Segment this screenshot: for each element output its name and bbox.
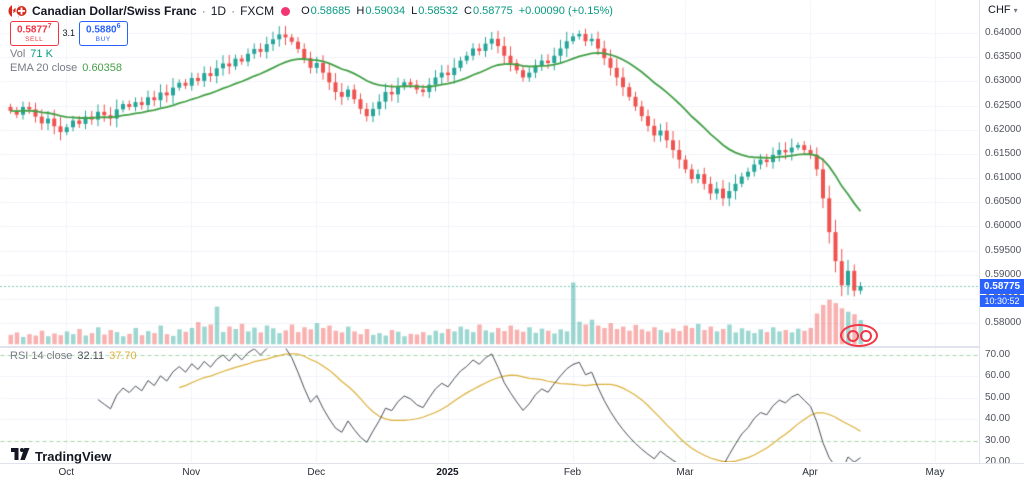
price-axis-label: 0.62000 bbox=[985, 123, 1022, 135]
sell-label: SELL bbox=[25, 35, 44, 43]
separator-dot: · bbox=[201, 4, 206, 18]
symbol-icon bbox=[8, 4, 27, 18]
time-axis-label: Mar bbox=[676, 467, 694, 478]
price-axis-label: 0.61500 bbox=[985, 147, 1022, 159]
low-value: 0.58532 bbox=[418, 5, 458, 17]
time-axis-label: Apr bbox=[802, 467, 818, 478]
ema-label[interactable]: EMA 20 close bbox=[10, 62, 78, 74]
buy-label: BUY bbox=[95, 35, 111, 43]
time-axis-label: Feb bbox=[563, 467, 582, 478]
trade-panel: 0.58777 SELL 3.1 0.58806 BUY bbox=[10, 21, 128, 46]
price-axis-label: 0.59500 bbox=[985, 244, 1022, 256]
close-label: C bbox=[464, 5, 472, 17]
open-label: O bbox=[301, 5, 310, 17]
high-value: 0.59034 bbox=[365, 5, 406, 17]
time-axis-label: Nov bbox=[182, 467, 201, 478]
time-axis-label: Dec bbox=[307, 467, 326, 478]
change-value: +0.00090 (+0.15%) bbox=[518, 5, 613, 17]
ema-legend: EMA 20 close 0.60358 bbox=[10, 62, 122, 74]
price-axis-label: 0.64000 bbox=[985, 27, 1022, 38]
price-axis-label: 0.60000 bbox=[985, 220, 1022, 232]
rsi-legend: RSI 14 close 32.11 37.70 bbox=[10, 350, 137, 362]
price-axis-label: 0.59000 bbox=[985, 268, 1022, 280]
time-axis[interactable]: Oct Nov Dec 2025 Feb Mar Apr May bbox=[0, 463, 1024, 481]
time-axis-label: Oct bbox=[58, 467, 75, 478]
rsi-axis-label: 40.00 bbox=[985, 413, 1011, 425]
symbol-legend: Canadian Dollar/Swiss Franc · 1D · FXCM … bbox=[8, 4, 613, 18]
close-value: 0.58775 bbox=[472, 5, 513, 17]
volume-label[interactable]: Vol bbox=[10, 48, 26, 60]
price-axis-label: 0.62500 bbox=[985, 99, 1022, 111]
rsi-ma-value: 37.70 bbox=[109, 350, 137, 362]
buy-price-sup: 6 bbox=[116, 23, 121, 30]
annotation-circle bbox=[846, 329, 859, 342]
rsi-axis-label: 30.00 bbox=[985, 434, 1011, 446]
rsi-label[interactable]: RSI 14 close bbox=[10, 350, 73, 362]
volume-value: 71 K bbox=[30, 48, 53, 60]
buy-price: 0.5880 bbox=[86, 24, 117, 36]
high-label: H bbox=[356, 5, 365, 17]
price-axis-label: 0.63000 bbox=[985, 75, 1022, 87]
last-price-value: 0.58775 bbox=[980, 278, 1024, 294]
price-axis-label: 0.58000 bbox=[985, 317, 1022, 328]
bar-countdown: 10:30:52 bbox=[980, 294, 1024, 307]
rsi-axis-label: 20.00 bbox=[985, 456, 1011, 467]
separator-dot: · bbox=[231, 4, 236, 18]
annotation-ellipse[interactable] bbox=[840, 324, 878, 347]
chevron-down-icon: ▾ bbox=[1013, 5, 1018, 15]
price-axis[interactable]: CHF ▾ 0.58775 10:30:52 0.64000 0.63500 0.6… bbox=[979, 0, 1024, 467]
timeframe-label[interactable]: 1D bbox=[210, 4, 227, 18]
last-price-badge: 0.58775 10:30:52 bbox=[980, 278, 1024, 307]
sell-price-sup: 7 bbox=[47, 23, 52, 30]
time-axis-label: May bbox=[925, 467, 945, 478]
currency-label[interactable]: CHF bbox=[988, 4, 1011, 16]
buy-button[interactable]: 0.58806 BUY bbox=[79, 21, 128, 46]
chart-canvas[interactable] bbox=[0, 0, 978, 462]
low-label: L bbox=[411, 5, 418, 17]
rsi-axis-label: 50.00 bbox=[985, 391, 1011, 403]
rsi-value: 32.11 bbox=[77, 350, 105, 362]
rsi-axis-label: 70.00 bbox=[985, 349, 1011, 360]
sell-price: 0.5877 bbox=[17, 24, 48, 36]
spread-value: 3.1 bbox=[62, 28, 76, 39]
time-axis-label: 2025 bbox=[436, 467, 459, 478]
rsi-axis-label: 60.00 bbox=[985, 370, 1011, 382]
sell-button[interactable]: 0.58777 SELL bbox=[10, 21, 59, 46]
tradingview-logo-icon bbox=[10, 447, 30, 466]
volume-legend: Vol 71 K bbox=[10, 48, 53, 60]
price-axis-label: 0.61000 bbox=[985, 172, 1022, 183]
ohlc-readout: O 0.58685 H 0.59034 L 0.58532 C 0.58775 +0.0… bbox=[301, 5, 613, 17]
tradingview-logo[interactable]: TradingView bbox=[10, 447, 111, 466]
ema-value: 0.60358 bbox=[82, 62, 123, 74]
symbol-title[interactable]: Canadian Dollar/Swiss Franc bbox=[32, 4, 197, 18]
price-axis-label: 0.63500 bbox=[985, 51, 1022, 63]
tradingview-logo-text: TradingView bbox=[35, 449, 112, 464]
annotation-circle bbox=[859, 329, 872, 342]
price-axis-label: 0.60500 bbox=[985, 196, 1022, 208]
pane-separator[interactable] bbox=[0, 346, 1024, 348]
exchange-label[interactable]: FXCM bbox=[240, 4, 275, 18]
exchange-logo-icon bbox=[281, 6, 291, 16]
open-value: 0.58685 bbox=[310, 5, 351, 17]
